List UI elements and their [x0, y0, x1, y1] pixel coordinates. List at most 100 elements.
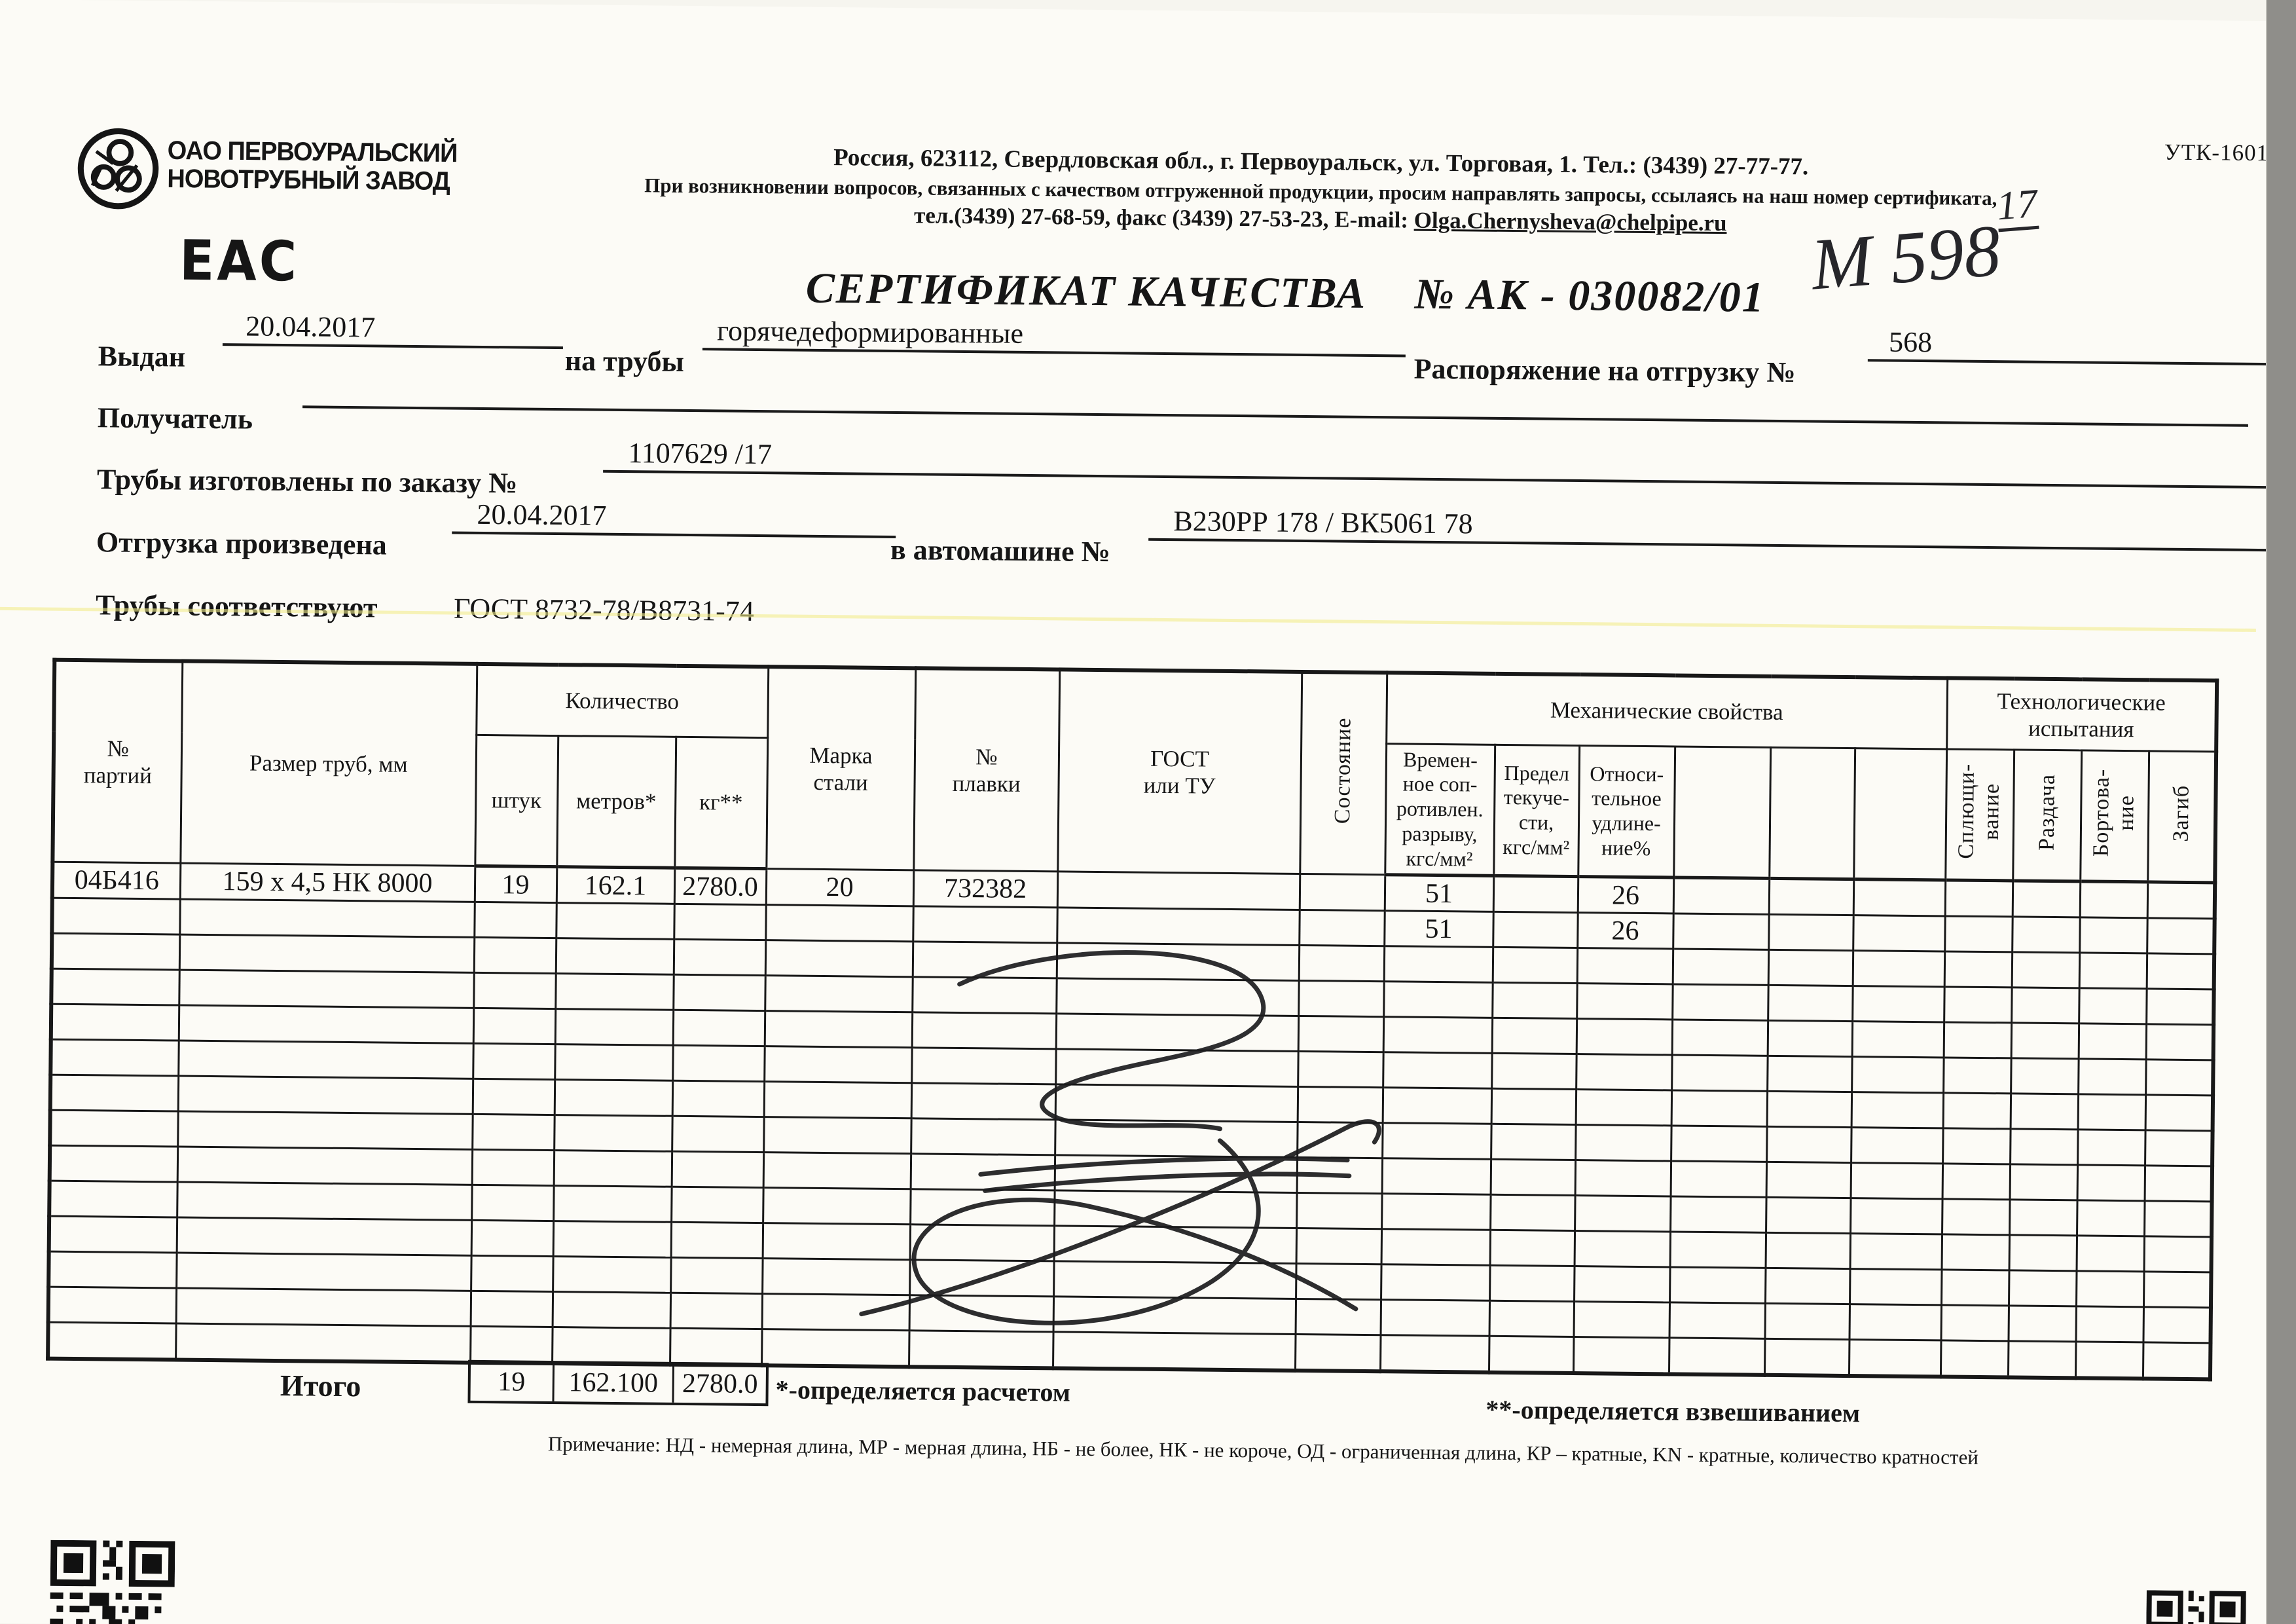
table-cell — [1941, 1234, 2010, 1270]
table-cell — [1671, 1054, 1768, 1092]
table-cell — [1576, 1054, 1672, 1090]
qr-code-icon — [2146, 1590, 2246, 1624]
table-cell — [2009, 1164, 2078, 1200]
table-cell — [1573, 1337, 1669, 1375]
table-cell — [552, 1327, 670, 1365]
table-cell — [670, 1293, 763, 1329]
table-cell: 732382 — [913, 870, 1058, 908]
table-cell — [1489, 1265, 1575, 1302]
table-cell — [50, 1110, 178, 1147]
table-cell — [1575, 1089, 1672, 1126]
table-cell — [2077, 1094, 2146, 1130]
table-cell — [1671, 1125, 1767, 1162]
table-cell — [552, 1291, 671, 1329]
table-cell — [1489, 1336, 1574, 1374]
table-cell — [1576, 948, 1673, 984]
table-cell — [472, 1079, 555, 1115]
table-cell — [2010, 1093, 2079, 1130]
table-cell — [672, 1116, 764, 1153]
table-cell — [471, 1220, 554, 1257]
table-cell — [2077, 1200, 2145, 1236]
scanner-edge-strip — [2266, 0, 2296, 1624]
table-cell — [1764, 1303, 1850, 1340]
table-cell — [1489, 1301, 1575, 1337]
table-cell — [2079, 881, 2148, 918]
table-cell — [176, 1253, 471, 1291]
table-cell — [1766, 1197, 1851, 1234]
table-cell — [1490, 1194, 1575, 1231]
table-cell — [2145, 1130, 2213, 1166]
table-cell — [2078, 1023, 2147, 1060]
table-cell — [1942, 1163, 2011, 1200]
table-cell — [175, 1288, 471, 1327]
table-cell — [470, 1291, 553, 1327]
table-cell — [49, 1145, 178, 1183]
table-cell — [2146, 953, 2215, 989]
table-cell — [1576, 983, 1673, 1020]
table-cell — [2147, 881, 2215, 919]
table-cell — [471, 1149, 555, 1186]
table-cell — [1491, 1088, 1576, 1125]
company-name-line1: ОАО ПЕРВОУРАЛЬСКИЙ — [167, 136, 458, 168]
handwritten-number-main: М 598 — [1808, 210, 2004, 306]
table-cell — [2011, 987, 2079, 1024]
table-cell — [1299, 874, 1385, 911]
table-cell — [1669, 1337, 1765, 1375]
table-cell — [1851, 1056, 1944, 1093]
table-cell — [1850, 1198, 1942, 1234]
table-cell — [1057, 871, 1300, 910]
table-cell — [52, 898, 180, 935]
table-cell — [2144, 1200, 2212, 1237]
totals-meters: 162.100 — [554, 1363, 675, 1403]
table-cell — [670, 1328, 762, 1366]
table-cell — [672, 1045, 765, 1082]
table-cell — [1673, 913, 1769, 950]
table-cell: 162.1 — [556, 866, 675, 904]
table-cell — [473, 972, 556, 1009]
table-cell — [1851, 1021, 1944, 1058]
table-cell: 2780.0 — [674, 868, 767, 905]
footnote-weighed: **-определяется взвешиванием — [1485, 1394, 1861, 1428]
col-header-gost: ГОСТ или ТУ — [1057, 669, 1302, 874]
table-cell — [2008, 1340, 2076, 1378]
table-cell — [2143, 1306, 2212, 1343]
table-cell — [1575, 1195, 1671, 1232]
issued-date-value: 20.04.2017 — [222, 309, 564, 350]
table-cell — [1669, 1302, 1766, 1339]
table-cell — [1768, 985, 1853, 1022]
shipped-label: Отгрузка произведена — [96, 526, 388, 561]
table-cell — [1671, 1019, 1768, 1056]
table-cell — [1850, 1162, 1943, 1199]
contact-phone-fax: тел.(3439) 27-68-59, факс (3439) 27-53-2… — [913, 202, 1414, 233]
table-cell — [1853, 915, 1945, 951]
table-cell — [672, 1010, 765, 1046]
table-cell — [1852, 950, 1945, 987]
col-header-mech-extra-3 — [1853, 748, 1947, 880]
truck-number-value: В230РР 178 / ВК5061 78 — [1148, 504, 2272, 552]
table-cell — [1944, 915, 2013, 952]
table-cell — [1768, 950, 1853, 986]
made-by-order-value: 1107629 /17 — [603, 435, 2273, 489]
table-cell — [2145, 1059, 2214, 1096]
table-cell — [1576, 1018, 1673, 1055]
table-cell — [1574, 1266, 1670, 1302]
col-header-pieces: штук — [475, 735, 558, 867]
truck-label: в автомашине № — [890, 533, 1111, 568]
col-header-tensile: Времен- ное соп- ротивлен. разрыву, кгс/… — [1385, 743, 1495, 876]
col-header-pipe-size: Размер труб, мм — [180, 661, 477, 866]
table-cell — [472, 1114, 555, 1151]
table-cell — [1766, 1126, 1851, 1163]
table-cell — [175, 1323, 471, 1363]
table-cell — [1670, 1160, 1767, 1198]
certificate-number: № АК - 030082/01 — [1414, 270, 1766, 322]
table-cell — [1669, 1231, 1766, 1268]
table-cell — [1768, 878, 1854, 915]
table-cell — [672, 1080, 765, 1117]
col-header-bend-label: Загиб — [2168, 784, 2194, 842]
table-cell — [50, 1039, 179, 1077]
table-cell — [1671, 1090, 1768, 1127]
table-cell — [673, 939, 766, 976]
col-header-quantity: Количество — [476, 663, 769, 738]
table-cell — [1493, 876, 1578, 913]
table-cell — [1672, 948, 1769, 986]
